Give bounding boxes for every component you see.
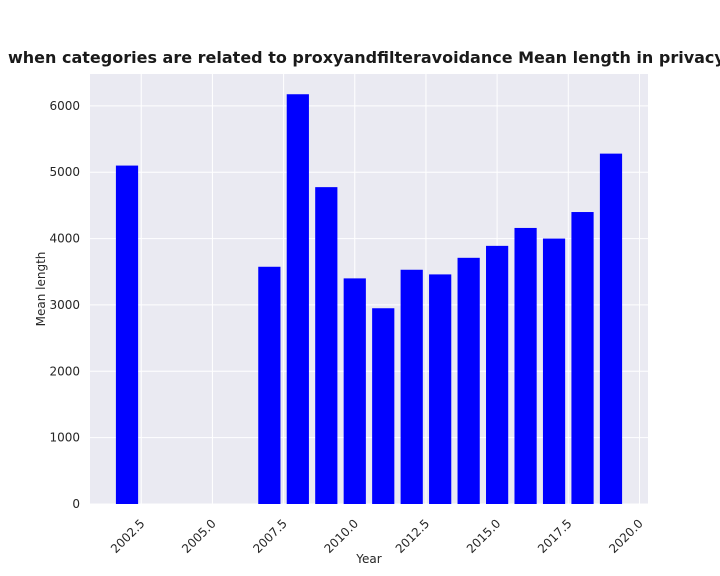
y-axis-ticks: 0 1000 2000 3000 4000 5000 6000: [49, 99, 80, 511]
bar-2018: [571, 212, 594, 504]
bar-2013: [429, 274, 452, 504]
bar-2010: [343, 278, 366, 504]
x-tick-label: 2010.0: [322, 516, 362, 556]
y-tick-label: 0: [72, 497, 80, 511]
chart-title: when categories are related to proxyandf…: [8, 48, 720, 67]
bar-2002: [115, 165, 139, 504]
y-tick-label: 5000: [49, 165, 80, 179]
x-tick-label: 2017.5: [535, 516, 575, 556]
y-tick-label: 2000: [49, 364, 80, 378]
y-tick-label: 6000: [49, 99, 80, 113]
bar-2012: [400, 269, 423, 504]
bar-2015: [486, 245, 509, 504]
y-tick-label: 4000: [49, 232, 80, 246]
bar-2011: [372, 308, 395, 504]
bar-2014: [457, 257, 480, 504]
x-tick-label: 2020.0: [606, 516, 646, 556]
x-axis-ticks: 2002.5 2005.0 2007.5 2010.0 2012.5 2015.0 2017…: [108, 516, 646, 556]
x-axis-label: Year: [355, 552, 381, 566]
bar-2016: [514, 227, 537, 504]
x-tick-label: 2005.0: [179, 516, 219, 556]
x-tick-label: 2015.0: [464, 516, 504, 556]
x-tick-label: 2002.5: [108, 516, 148, 556]
bar-2017: [542, 238, 566, 504]
x-tick-label: 2012.5: [393, 516, 433, 556]
bars: [115, 94, 623, 504]
bar-2008: [286, 94, 309, 504]
x-tick-label: 2007.5: [250, 516, 290, 556]
bar-2009: [315, 187, 338, 504]
y-axis-label: Mean length: [34, 252, 48, 327]
y-tick-label: 3000: [49, 298, 80, 312]
y-tick-label: 1000: [49, 431, 80, 445]
bar-2007: [258, 266, 281, 504]
bar-2019: [599, 153, 623, 504]
